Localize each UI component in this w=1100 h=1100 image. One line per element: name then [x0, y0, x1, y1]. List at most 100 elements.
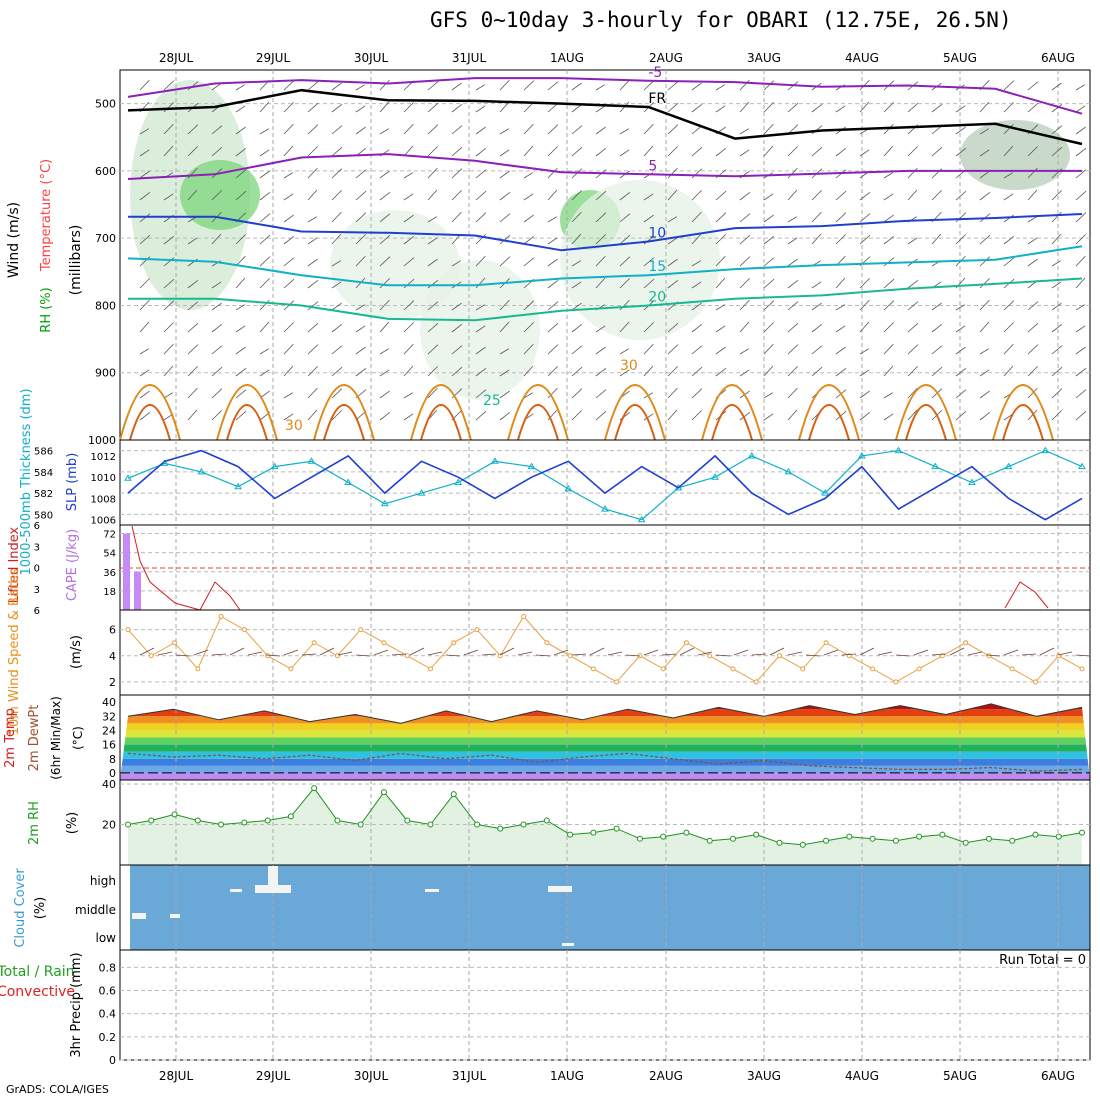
- date-label-bottom: 30JUL: [354, 1069, 389, 1083]
- wind-barb: [235, 190, 247, 201]
- wind-barb: [451, 345, 463, 355]
- wind-barb: [691, 366, 703, 377]
- wind-barb: [931, 233, 942, 245]
- axis-label-total-rain: Total / Rain: [0, 964, 75, 980]
- wind-barb: [907, 189, 918, 201]
- wind-barb: [403, 193, 414, 201]
- wind-barb: [1075, 84, 1086, 91]
- rh-point: [823, 837, 830, 844]
- wind-barb: [691, 388, 703, 399]
- wind-barb: [235, 368, 247, 377]
- wind-barb: [1051, 82, 1062, 91]
- contour-35-hump: [517, 404, 559, 441]
- wind-barb-10m: [751, 653, 767, 656]
- wind-barb: [1051, 324, 1063, 333]
- wind-barb: [403, 392, 414, 399]
- wind-barb: [907, 167, 918, 179]
- wind-barb-10m: [643, 649, 659, 656]
- cloud-patch: [562, 943, 574, 946]
- wind-barb: [331, 345, 343, 355]
- wind-barb: [211, 146, 223, 157]
- wind-barb: [931, 146, 943, 157]
- wind-barb: [331, 82, 342, 91]
- wind-barb: [379, 170, 390, 179]
- wind-barb: [907, 237, 918, 245]
- date-label-bottom: 2AUG: [649, 1069, 683, 1083]
- wind-barb: [955, 346, 966, 355]
- wind-barb: [667, 322, 679, 333]
- rh-shading: [560, 180, 720, 340]
- axis-label-millibars: (millibars): [68, 225, 84, 296]
- wind-barb: [451, 324, 463, 333]
- wind-barb: [811, 345, 823, 355]
- wind-barb: [475, 234, 486, 245]
- wind-barb: [379, 321, 390, 333]
- wind-barb: [187, 237, 198, 245]
- wind-barb: [1003, 80, 1015, 91]
- wind-barb: [211, 233, 222, 245]
- wind-barb: [907, 146, 918, 157]
- wind-barb-10m: [931, 653, 947, 656]
- wind-barb: [235, 148, 247, 157]
- wind-barb: [643, 322, 654, 333]
- wind-barb: [979, 321, 990, 333]
- wind-barb: [643, 278, 655, 289]
- wind-barb: [403, 300, 415, 311]
- cape-tick-label: 36: [103, 568, 116, 579]
- wind-barb: [691, 281, 702, 289]
- wind-barb: [1051, 345, 1063, 355]
- wind-barb: [1003, 123, 1014, 135]
- wind-barb: [259, 278, 270, 289]
- rh-point: [450, 791, 457, 798]
- thickness-point: [344, 478, 353, 485]
- wind-barb: [595, 190, 607, 201]
- date-label-bottom: 5AUG: [943, 1069, 977, 1083]
- cloud-patch: [255, 885, 291, 893]
- wind-barb: [331, 281, 342, 289]
- thickness-point: [711, 473, 719, 480]
- thickness-point: [894, 446, 903, 454]
- wind-barb: [595, 234, 606, 245]
- lifted-index-line: [1004, 581, 1049, 609]
- date-label-top: 1AUG: [550, 51, 584, 65]
- wind-barb: [475, 190, 487, 201]
- wind-barb: [1027, 344, 1039, 355]
- wind-barb: [523, 236, 535, 245]
- axis-label-minmax: (6hr Min/Max): [49, 696, 63, 780]
- wind-barb: [427, 366, 438, 377]
- wind-barb: [403, 236, 415, 245]
- wind-barb: [1027, 189, 1038, 201]
- wind-barb: [451, 82, 462, 91]
- wind-barb: [787, 322, 799, 333]
- rh-point: [1079, 829, 1085, 836]
- contour-10: [128, 213, 1083, 252]
- wind-barb: [691, 410, 702, 421]
- wind-barb: [979, 149, 990, 157]
- wind-barb: [1075, 212, 1087, 223]
- thickness-point: [747, 451, 756, 459]
- contour-30-hump: [119, 384, 181, 441]
- wind-barb: [1051, 302, 1062, 311]
- wind-barb: [427, 280, 439, 289]
- wind-barb: [691, 324, 703, 333]
- date-label-top: 4AUG: [845, 51, 879, 65]
- wind-barb-10m: [373, 649, 389, 656]
- wind-tick-label: 2: [109, 676, 116, 689]
- wind-barb: [523, 365, 534, 377]
- rh-point: [520, 821, 527, 828]
- wind-barb: [619, 192, 631, 201]
- contour-35-hump: [808, 404, 850, 441]
- thickness-point: [931, 462, 940, 470]
- wind-barb: [259, 101, 270, 113]
- wind-barb: [979, 192, 991, 201]
- contour-30-hump: [798, 384, 860, 441]
- wind-barb: [739, 321, 750, 333]
- wind-barb: [139, 192, 151, 201]
- wind-barb: [715, 304, 726, 311]
- wind-barb: [595, 148, 607, 157]
- wind-barb: [787, 102, 799, 113]
- wind-barb: [139, 299, 150, 311]
- wind-barb: [787, 280, 799, 289]
- thickness-point: [1004, 462, 1013, 470]
- wind-barb-10m: [499, 647, 515, 656]
